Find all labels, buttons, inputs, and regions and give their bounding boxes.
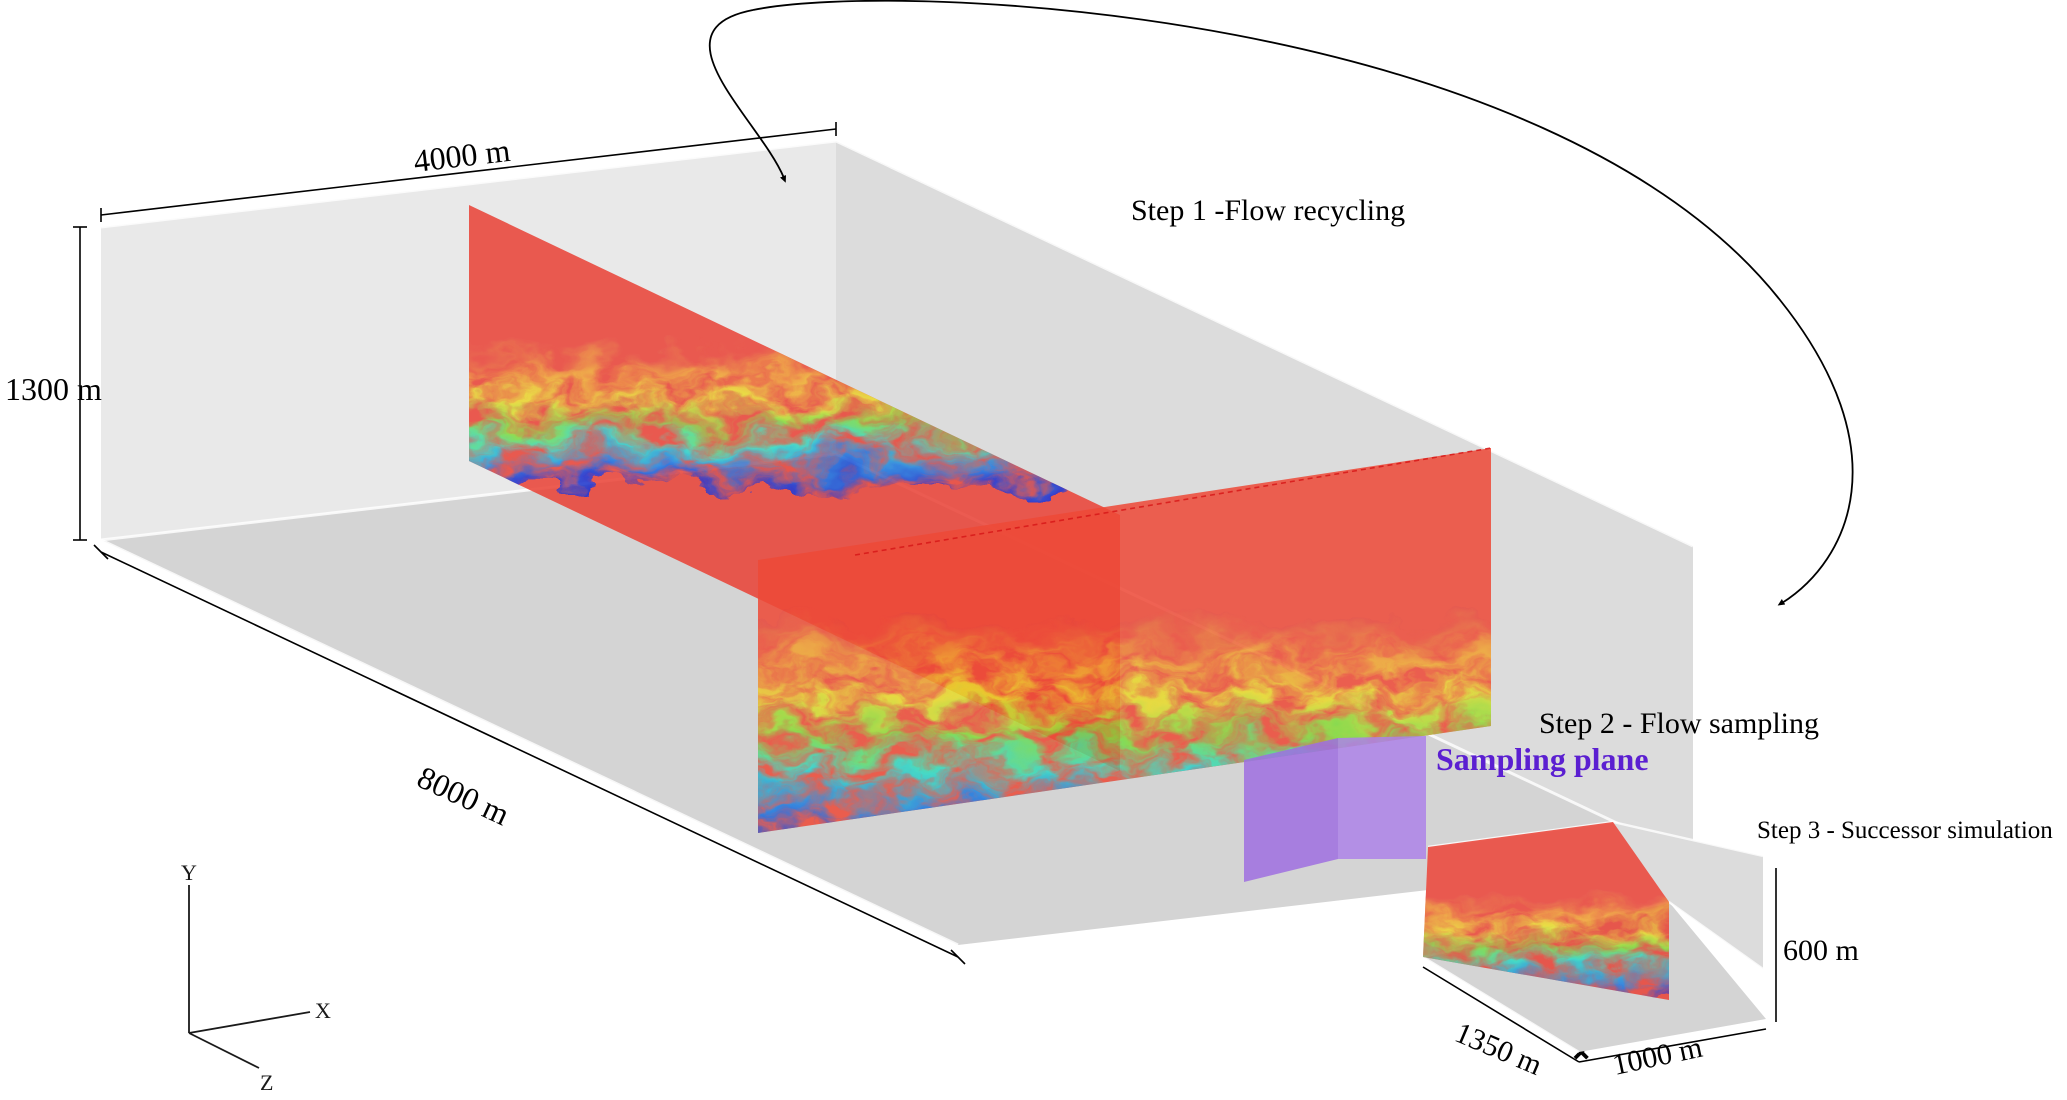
svg-text:Z: Z: [260, 1070, 273, 1095]
svg-text:4000 m: 4000 m: [412, 132, 513, 179]
svg-text:Step 3 - Successor simulation: Step 3 - Successor simulation: [1757, 817, 2053, 844]
svg-text:Step 1 -Flow recycling: Step 1 -Flow recycling: [1131, 194, 1405, 227]
svg-text:Step 2 - Flow sampling: Step 2 - Flow sampling: [1539, 707, 1819, 740]
svg-text:X: X: [315, 998, 331, 1023]
svg-text:1300 m: 1300 m: [5, 371, 102, 407]
svg-text:Sampling plane: Sampling plane: [1436, 741, 1649, 777]
svg-text:8000 m: 8000 m: [412, 759, 515, 833]
svg-text:Y: Y: [181, 860, 197, 885]
svg-text:1350 m: 1350 m: [1450, 1016, 1547, 1082]
svg-text:600 m: 600 m: [1783, 934, 1859, 967]
